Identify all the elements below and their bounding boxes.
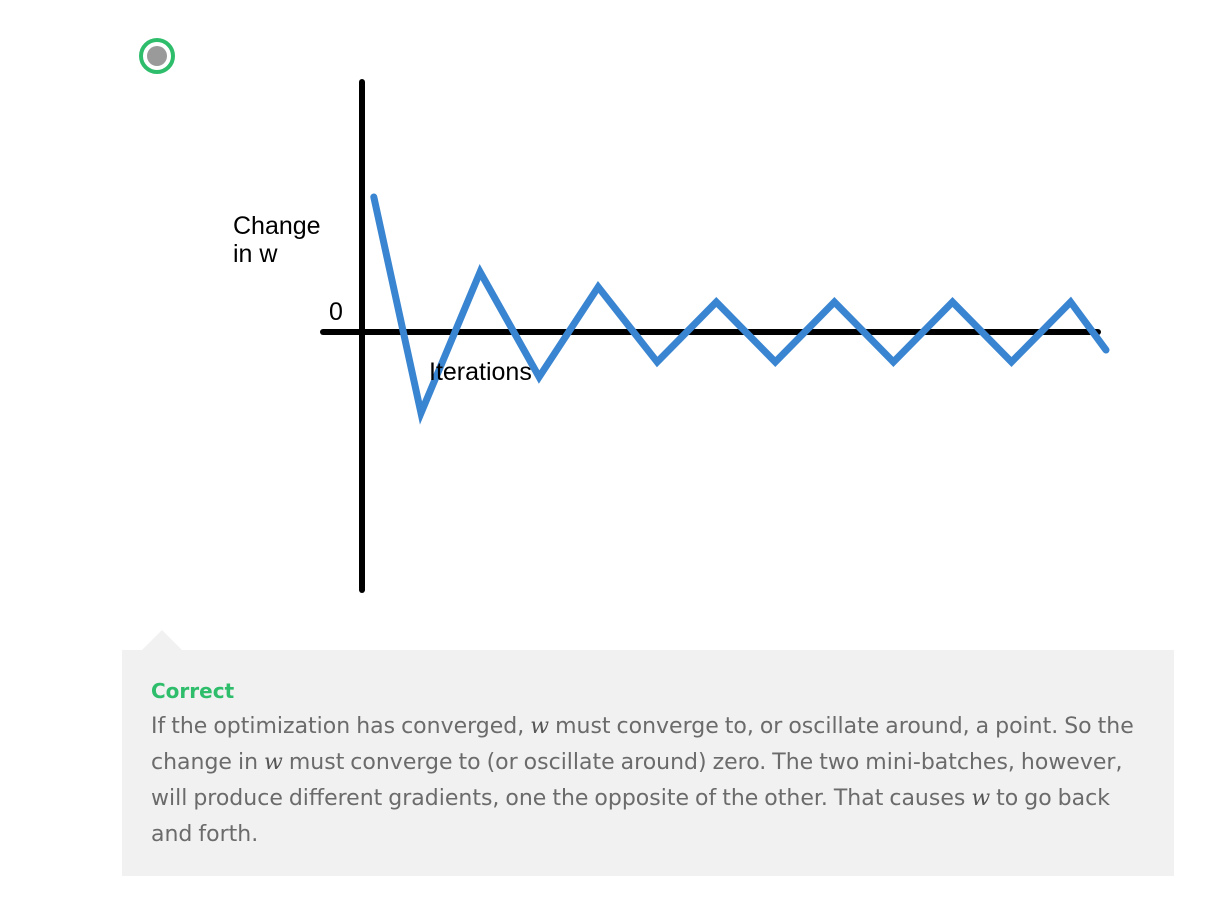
feedback-explanation: If the optimization has converged, w mus… [151,709,1146,853]
change-in-w-plot: Change in w 0 Iterations [233,79,1110,593]
feedback-panel: Correct If the optimization has converge… [122,650,1174,876]
y-axis-label-line2: in w [233,240,278,268]
answer-radio-button[interactable] [139,38,175,74]
math-variable-w: w [530,714,550,739]
radio-selected-dot [147,46,167,66]
feedback-text-4: to go back and forth. [151,786,1110,847]
feedback-text-3: must converge to (or oscillate around) z… [151,750,1123,811]
math-variable-w: w [971,786,991,811]
series-line [370,193,1110,425]
feedback-text-2: must converge to, or oscillate around, a… [151,714,1134,775]
x-axis-label: Iterations [429,358,532,386]
y-axis-label-line1: Change [233,212,321,240]
feedback-status: Correct [151,679,235,703]
feedback-pointer [142,630,182,650]
feedback-text-1: If the optimization has converged, [151,714,531,739]
zero-label: 0 [329,298,343,326]
series-layer [370,193,1110,425]
math-variable-w: w [264,750,283,775]
